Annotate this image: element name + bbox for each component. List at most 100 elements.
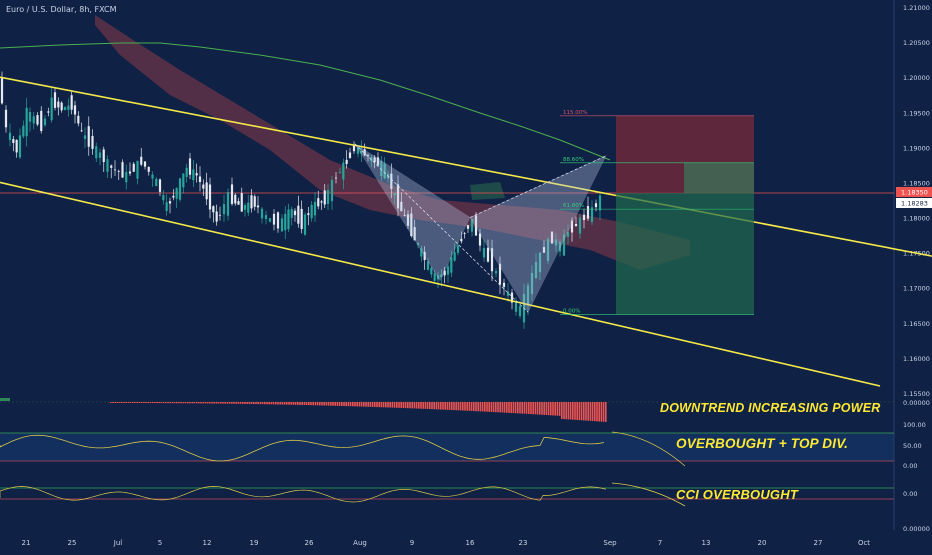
fib-level-label: 61.80%	[563, 203, 584, 209]
candle-body	[268, 218, 272, 222]
candle-body	[453, 252, 456, 261]
position-upper-green	[684, 162, 754, 193]
candles-group	[0, 71, 602, 329]
fib-level-label: 0.00%	[563, 308, 580, 314]
candle-body	[494, 271, 498, 274]
candle-body	[77, 115, 80, 124]
y-tick-label: 1.21000	[903, 4, 930, 12]
histogram-bar	[272, 402, 275, 405]
histogram-bar	[147, 402, 149, 404]
histogram-bar	[506, 402, 508, 413]
histogram-bar	[514, 402, 517, 414]
histogram-bar	[541, 402, 543, 415]
histogram-bar	[235, 402, 237, 404]
candle-body	[590, 207, 594, 223]
histogram-bar	[114, 402, 116, 404]
histogram-bar	[356, 402, 358, 407]
candle-body	[256, 205, 260, 208]
candle-body	[287, 209, 290, 230]
histogram-bar	[156, 402, 158, 404]
histogram-bar	[429, 402, 431, 410]
candle-body	[423, 251, 426, 260]
histogram-bar	[233, 402, 235, 404]
price-label-red-bg	[896, 186, 932, 197]
histogram-bar	[459, 402, 462, 411]
histogram-bar	[268, 402, 270, 405]
histogram-bar	[112, 402, 114, 404]
candle-body	[47, 111, 50, 113]
candle-body	[0, 77, 4, 104]
candle-body	[534, 262, 538, 278]
histogram-bar	[297, 402, 299, 405]
x-tick-label: Jul	[113, 539, 123, 547]
candle-body	[406, 214, 410, 226]
candle-body	[208, 184, 212, 210]
histogram-bar	[585, 402, 587, 421]
histogram-bar	[264, 402, 266, 405]
histogram-bar	[136, 402, 138, 404]
histogram-bar	[426, 402, 429, 409]
histogram-bar	[308, 402, 310, 406]
histogram-bar	[299, 402, 301, 405]
candle-body	[253, 196, 256, 207]
histogram-bar	[222, 402, 224, 404]
histogram-bar	[354, 402, 356, 407]
histogram-bar	[352, 402, 354, 407]
histogram-bar	[169, 402, 171, 404]
candle-body	[498, 263, 502, 285]
candle-body	[482, 247, 486, 258]
histogram-bar	[193, 402, 196, 404]
candle-body	[175, 188, 178, 199]
histogram-bar	[167, 402, 169, 404]
histogram-bar	[149, 402, 152, 404]
candle-body	[284, 213, 287, 231]
histogram-bar	[343, 402, 345, 407]
candle-body	[586, 206, 590, 219]
histogram-bar	[189, 402, 191, 404]
histogram-bar	[389, 402, 391, 408]
candle-body	[205, 182, 208, 200]
histogram-bar	[369, 402, 372, 407]
histogram-bar	[248, 402, 251, 404]
histogram-bar	[594, 402, 596, 422]
candle-body	[326, 190, 330, 205]
candle-body	[158, 179, 162, 192]
candle-body	[226, 192, 230, 216]
histogram-bar	[605, 402, 607, 422]
y-tick-label: 1.18500	[903, 179, 930, 187]
y-tick-label: 1.18000	[903, 215, 930, 223]
histogram-bar	[442, 402, 444, 410]
histogram-bar	[129, 402, 132, 404]
histogram-bar	[182, 402, 185, 404]
oscillator-projection	[611, 431, 686, 467]
candle-body	[25, 107, 28, 137]
histogram-bar	[319, 402, 321, 406]
candle-body	[360, 150, 363, 154]
histogram-bar	[204, 402, 207, 404]
histogram-bar	[266, 402, 268, 405]
candle-body	[162, 194, 165, 201]
histogram-bar	[242, 402, 244, 404]
histogram-bar	[510, 402, 512, 413]
histogram-bar	[572, 402, 574, 420]
histogram-bar	[576, 402, 578, 420]
candle-body	[168, 201, 172, 204]
candle-body	[136, 160, 139, 179]
candle-body	[147, 166, 150, 172]
histogram-bar	[228, 402, 231, 404]
candle-body	[470, 218, 474, 232]
histogram-group	[110, 402, 607, 422]
histogram-bar	[517, 402, 519, 414]
histogram-bar	[162, 402, 165, 404]
histogram-bar	[466, 402, 468, 411]
candle-body	[230, 184, 234, 204]
histogram-bar	[574, 402, 576, 420]
histogram-bar	[539, 402, 541, 415]
histogram-bar	[363, 402, 365, 407]
histogram-bar	[512, 402, 515, 414]
candle-body	[578, 217, 582, 234]
candle-body	[338, 171, 342, 173]
histogram-bar	[530, 402, 532, 415]
